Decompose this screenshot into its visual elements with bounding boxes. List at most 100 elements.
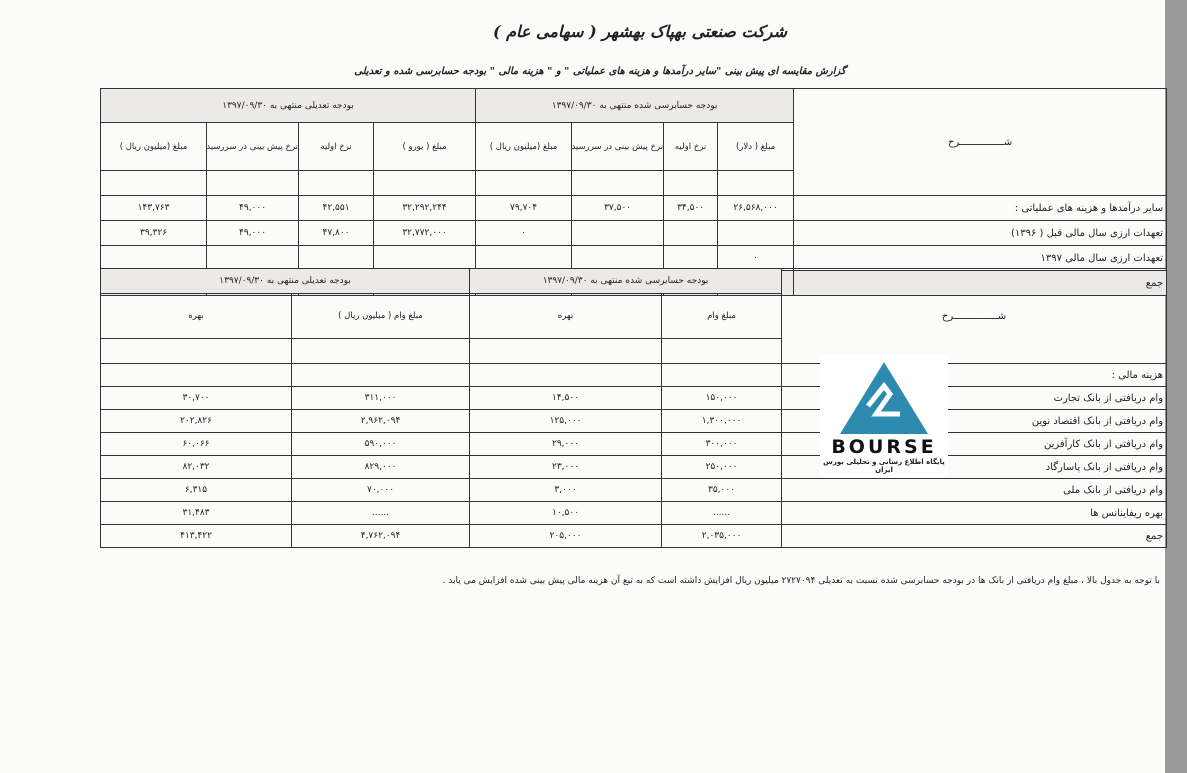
value-cell: ۲۰۵,۰۰۰ [469, 524, 663, 548]
value-cell: ۳۴,۵۰۰ [663, 195, 719, 221]
empty-cell [717, 170, 795, 196]
value-cell [291, 363, 471, 387]
empty-cell [206, 170, 300, 196]
value-cell: ۲۵۰,۰۰۰ [661, 455, 783, 479]
value-cell: ۳۲,۲۹۲,۲۴۴ [373, 195, 477, 221]
group-adjusted: بودجه تعدیلی منتهی به ۱۳۹۷/۰۹/۳۰ [99, 268, 471, 294]
value-cell: ۳۷,۵۰۰ [571, 195, 665, 221]
financial-cost-table: شـــــــــــــــرح بودجه حسابرسی شده منته… [99, 268, 1168, 548]
table-row: هزینه مالی : [99, 363, 1168, 387]
value-cell: ۴۱۳,۴۲۲ [99, 524, 293, 548]
empty-cell [469, 338, 663, 364]
table-row: بهره ریفاینانس ها...... ۱۰,۵۰۰...... ۳۱,۴۸… [99, 501, 1168, 525]
value-cell [99, 363, 293, 387]
column-header: نرخ اولیه [663, 122, 719, 171]
value-cell: ۴,۷۶۲,۰۹۴ [291, 524, 471, 548]
table-row: وام دریافتی از بانک اقتصاد نوین ۱,۳۰۰,۰۰۰… [99, 409, 1168, 433]
column-header: نرخ اولیه [298, 122, 375, 171]
group-audited: بودجه حسابرسی شده منتهی به ۱۳۹۷/۰۹/۳۰ [475, 88, 795, 123]
empty-cell [661, 338, 783, 364]
group-adjusted: بودجه تعدیلی منتهی به ۱۳۹۷/۰۹/۳۰ [99, 88, 477, 123]
value-cell: ۴۷,۸۰۰ [298, 220, 375, 246]
value-cell: ۲۳,۰۰۰ [469, 455, 663, 479]
row-label: سایر درآمدها و هزینه های عملیاتی : [793, 195, 1168, 221]
value-cell [663, 245, 719, 271]
table-row: وام دریافتی از بانک کارآفرین ۳۰۰,۰۰۰ ۲۹,۰۰… [99, 432, 1168, 456]
row-label: بهره ریفاینانس ها [781, 501, 1168, 525]
operating-income-table: شـــــــــــــــرح بودجه حسابرسی شده منته… [99, 88, 1168, 296]
column-header: مبلغ وام [661, 293, 783, 339]
column-header: مبلغ ( یورو ) [373, 122, 477, 171]
value-cell [661, 363, 783, 387]
column-header: بهره [469, 293, 663, 339]
empty-cell [663, 170, 719, 196]
empty-cell [373, 170, 477, 196]
value-cell: ۳۵,۰۰۰ [661, 478, 783, 502]
value-cell: ۲,۰۳۵,۰۰۰ [661, 524, 783, 548]
value-cell: ۳۰,۷۰۰ [99, 386, 293, 410]
table-row: سایر درآمدها و هزینه های عملیاتی :۲۶,۵۶۸… [99, 195, 1168, 221]
table-row: جمع ۲,۰۳۵,۰۰۰ ۲۰۵,۰۰۰ ۴,۷۶۲,۰۹۴ ۴۱۳,۴۲۲ [99, 524, 1168, 548]
value-cell: ۲,۹۶۲,۰۹۴ [291, 409, 471, 433]
column-header: نرخ پیش بینی در سررسید [206, 122, 300, 171]
column-header: مبلغ (میلیون ریال ) [99, 122, 208, 171]
column-header: مبلغ ( دلار) [717, 122, 795, 171]
empty-cell [99, 170, 208, 196]
value-cell: ۲۰۲,۸۲۶ [99, 409, 293, 433]
value-cell [298, 245, 375, 271]
value-cell: ...... [291, 501, 471, 525]
value-cell [663, 220, 719, 246]
value-cell: ۱,۳۰۰,۰۰۰ [661, 409, 783, 433]
table-row: وام دریافتی از بانک تجارت ۱۵۰,۰۰۰ ۱۴,۵۰۰ ۳۱… [99, 386, 1168, 410]
table-row: تعهدات ارزی سال مالی قبل ( ۱۳۹۶) ۰ ۳۲,۷۷۲,… [99, 220, 1168, 246]
scan-edge [1165, 0, 1187, 773]
value-cell: ۱۴,۵۰۰ [469, 386, 663, 410]
value-cell [206, 245, 300, 271]
value-cell: ۰ [475, 220, 573, 246]
value-cell: ۳,۰۰۰ [469, 478, 663, 502]
row-label: وام دریافتی از بانک ملی [781, 478, 1168, 502]
table-row: وام دریافتی از بانک پاسارگاد ۲۵۰,۰۰۰ ۲۳,۰۰… [99, 455, 1168, 479]
value-cell: ۰ [717, 245, 795, 271]
value-cell: ۳۱,۴۸۳ [99, 501, 293, 525]
value-cell: ۷۰,۰۰۰ [291, 478, 471, 502]
value-cell: ۳۲,۷۷۲,۰۰۰ [373, 220, 477, 246]
value-cell: ۱۴۳,۷۶۳ [99, 195, 208, 221]
bourse24-logo: BOURSE پایگاه اطلاع رسانی و تحلیلی بورس … [820, 354, 948, 478]
desc-header: شـــــــــــــــرح [793, 88, 1168, 196]
logo-word: BOURSE [831, 436, 937, 458]
value-cell: ۳۰۰,۰۰۰ [661, 432, 783, 456]
value-cell: ...... [661, 501, 783, 525]
logo-tagline: پایگاه اطلاع رسانی و تحلیلی بورس ایران [823, 458, 945, 474]
empty-cell [475, 170, 573, 196]
value-cell: ۷۹,۷۰۴ [475, 195, 573, 221]
empty-cell [99, 338, 293, 364]
value-cell: ۵۹۰,۰۰۰ [291, 432, 471, 456]
empty-cell [291, 338, 471, 364]
value-cell [571, 220, 665, 246]
value-cell: ۱۰,۵۰۰ [469, 501, 663, 525]
value-cell: ۶,۳۱۵ [99, 478, 293, 502]
row-label: تعهدات ارزی سال مالی قبل ( ۱۳۹۶) [793, 220, 1168, 246]
row-label: جمع [781, 524, 1168, 548]
value-cell: ۲۶,۵۶۸,۰۰۰ [717, 195, 795, 221]
table-row: تعهدات ارزی سال مالی ۱۳۹۷ ۰ [99, 245, 1168, 271]
value-cell: ۱۲۵,۰۰۰ [469, 409, 663, 433]
value-cell [99, 245, 208, 271]
value-cell [469, 363, 663, 387]
value-cell: ۴۹,۰۰۰ [206, 220, 300, 246]
value-cell [717, 220, 795, 246]
value-cell: ۲۹,۰۰۰ [469, 432, 663, 456]
report-subtitle: گزارش مقایسه ای پیش بینی "سایر درآمدها و… [354, 66, 846, 77]
column-header: بهره [99, 293, 293, 339]
value-cell: ۳۱۱,۰۰۰ [291, 386, 471, 410]
desc-header: شـــــــــــــــرح [781, 268, 1168, 364]
table-row: وام دریافتی از بانک ملی ۳۵,۰۰۰ ۳,۰۰۰ ۷۰,۰۰۰… [99, 478, 1168, 502]
empty-cell [298, 170, 375, 196]
company-title: شرکت صنعتی بهپاک بهشهر ( سهامی عام ) [492, 22, 788, 41]
bourse24-triangle-icon [840, 362, 928, 434]
value-cell: ۳۹,۳۲۶ [99, 220, 208, 246]
group-audited: بودجه حسابرسی شده منتهی به ۱۳۹۷/۰۹/۳۰ [469, 268, 783, 294]
value-cell: ۱۵۰,۰۰۰ [661, 386, 783, 410]
value-cell: ۶۰,۰۶۶ [99, 432, 293, 456]
